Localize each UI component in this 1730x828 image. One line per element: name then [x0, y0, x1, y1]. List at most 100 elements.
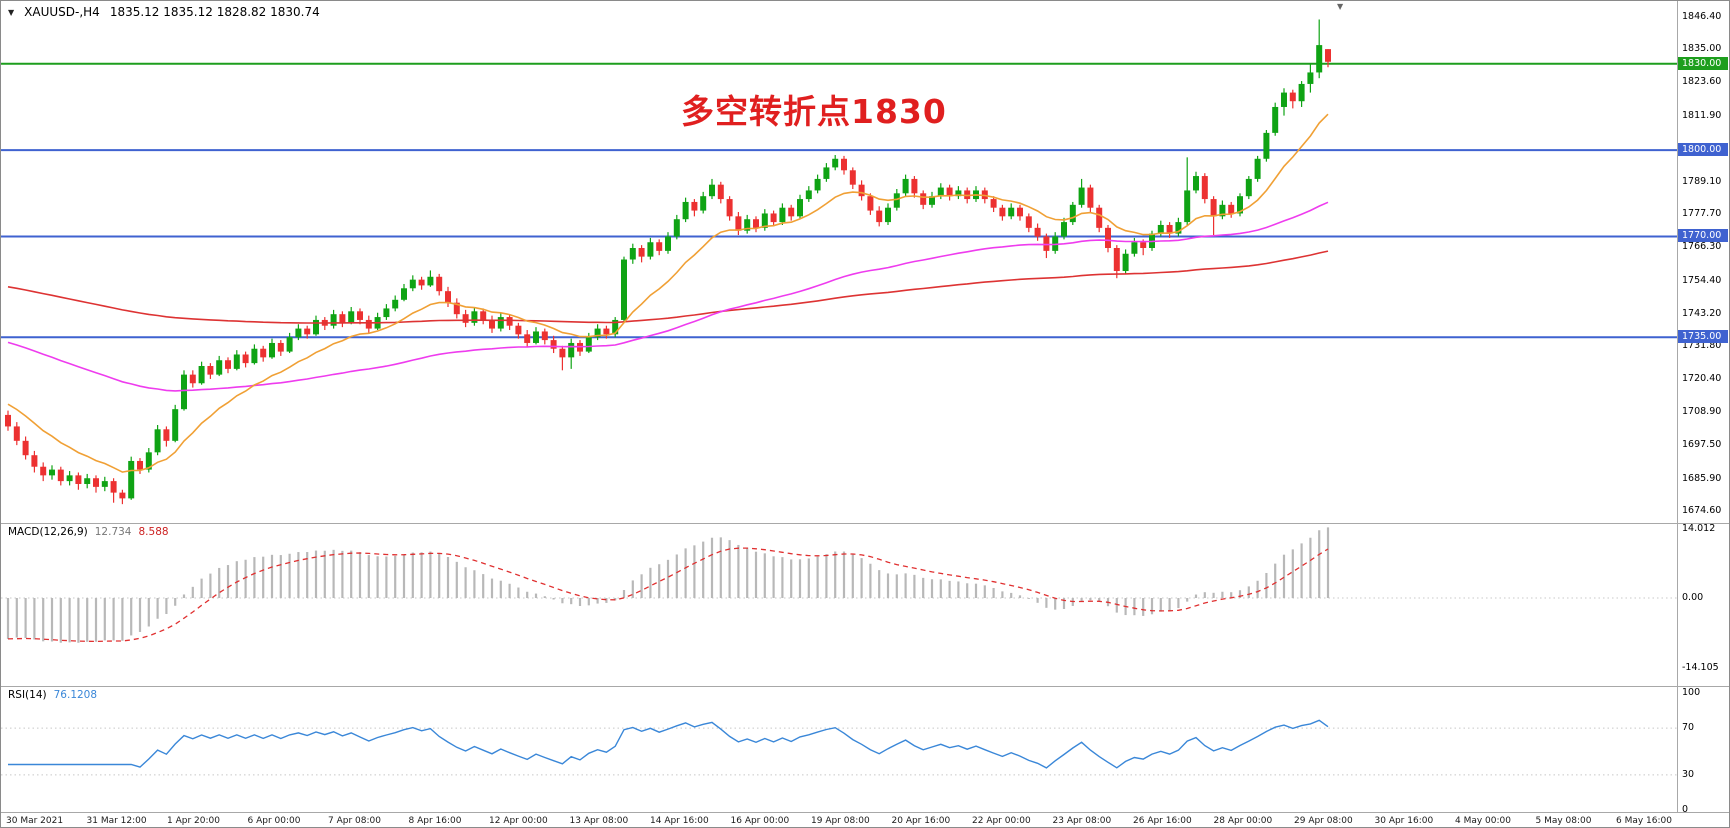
candle-body [753, 219, 759, 228]
candle-body [1289, 92, 1296, 102]
candle-body [1140, 242, 1147, 248]
candle-body [1008, 207, 1015, 217]
candle-body [867, 196, 874, 211]
candle-body [110, 481, 117, 493]
candle-body [515, 325, 522, 335]
rsi-indicator-name: RSI(14) [8, 689, 47, 701]
candle-body [629, 247, 636, 260]
candle-body [1096, 207, 1103, 228]
candle-body [937, 187, 944, 197]
candle-body [1272, 106, 1279, 133]
candle-body [832, 158, 839, 168]
candle-body [233, 354, 240, 369]
candle-body [295, 328, 302, 338]
candle-body [673, 219, 680, 237]
candle-body [480, 311, 487, 320]
candle-body [647, 242, 654, 257]
candle-body [436, 276, 443, 292]
candle-body [691, 201, 698, 211]
candle-body [797, 199, 803, 217]
candle-body [172, 409, 179, 441]
candle-body [1166, 224, 1173, 234]
candle-body [66, 475, 73, 482]
symbol-dropdown-icon[interactable]: ▼ [8, 7, 15, 17]
candle-body [779, 207, 786, 223]
candle-body [75, 475, 82, 484]
candle-body [717, 184, 724, 200]
candle-body [1043, 236, 1050, 251]
candle-body [5, 414, 11, 427]
candle-body [57, 469, 64, 482]
candle-body [84, 478, 91, 484]
macd-pane-label: MACD(12,26,9) 12.734 8.588 [8, 526, 169, 538]
candle-body [893, 193, 900, 208]
candle-body [216, 360, 223, 375]
candle-body [885, 207, 891, 223]
candle-body [286, 337, 293, 352]
candle-body [101, 481, 108, 487]
candle-body [735, 216, 742, 231]
ma-mid-magenta-line [7, 201, 1329, 392]
candle-body [964, 190, 971, 200]
candle-body [911, 178, 918, 194]
candle-body [1245, 178, 1252, 197]
candle-body [920, 193, 927, 205]
macd-main-value: 12.734 [94, 526, 132, 538]
candle-body [330, 314, 337, 326]
candle-body [1078, 187, 1085, 205]
rsi-value: 76.1208 [53, 689, 98, 701]
candle-body [304, 328, 311, 335]
chart-title: ▼ XAUUSD-,H4 1835.12 1835.12 1828.82 183… [8, 5, 320, 19]
candle-body [1316, 45, 1323, 73]
candle-body [497, 317, 504, 329]
macd-signal-line [7, 547, 1329, 643]
candle-body [665, 236, 671, 251]
candle-body [145, 452, 152, 470]
candle-body [1069, 204, 1076, 223]
candle-body [154, 429, 161, 453]
candle-body [709, 184, 715, 197]
candle-body [946, 187, 953, 197]
ohlc-quote: 1835.12 1835.12 1828.82 1830.74 [109, 5, 320, 19]
candle-body [128, 460, 135, 499]
candle-body [348, 311, 355, 323]
annotation-text[interactable]: 多空转折点1830 [681, 92, 947, 131]
candle-body [849, 170, 856, 185]
candle-body [744, 219, 751, 231]
candle-body [823, 167, 830, 179]
candle-body [242, 354, 249, 364]
candle-body [462, 314, 469, 323]
candle-body [770, 213, 777, 223]
candle-body [1219, 204, 1226, 217]
candle-body [445, 291, 451, 303]
chart-shift-marker-icon: ▼ [1337, 2, 1344, 11]
candle-body [339, 314, 346, 323]
candle-body [401, 288, 407, 300]
candle-body [594, 328, 601, 338]
candle-body [1184, 190, 1191, 223]
candle-body [726, 199, 733, 217]
candle-body [999, 207, 1006, 217]
candle-body [1237, 196, 1243, 214]
candle-body [489, 319, 495, 329]
macd-indicator-name: MACD(12,26,9) [8, 526, 88, 538]
candle-body [1254, 158, 1261, 179]
candle-body [621, 259, 627, 320]
candle-body [700, 196, 707, 211]
candle-body [1025, 216, 1032, 228]
candle-body [1131, 242, 1138, 254]
candle-body [357, 311, 363, 320]
candle-body [638, 247, 645, 257]
candle-body [31, 455, 38, 467]
candle-body [40, 466, 47, 476]
candle-body [225, 360, 231, 369]
candle-body [550, 340, 557, 349]
ma-slow-red-line [7, 250, 1329, 324]
candle-body [1201, 176, 1208, 200]
candle-body [603, 328, 610, 335]
candle-body [612, 319, 619, 335]
candle-body [277, 342, 284, 352]
candle-body [541, 331, 548, 341]
candle-body [585, 337, 592, 352]
